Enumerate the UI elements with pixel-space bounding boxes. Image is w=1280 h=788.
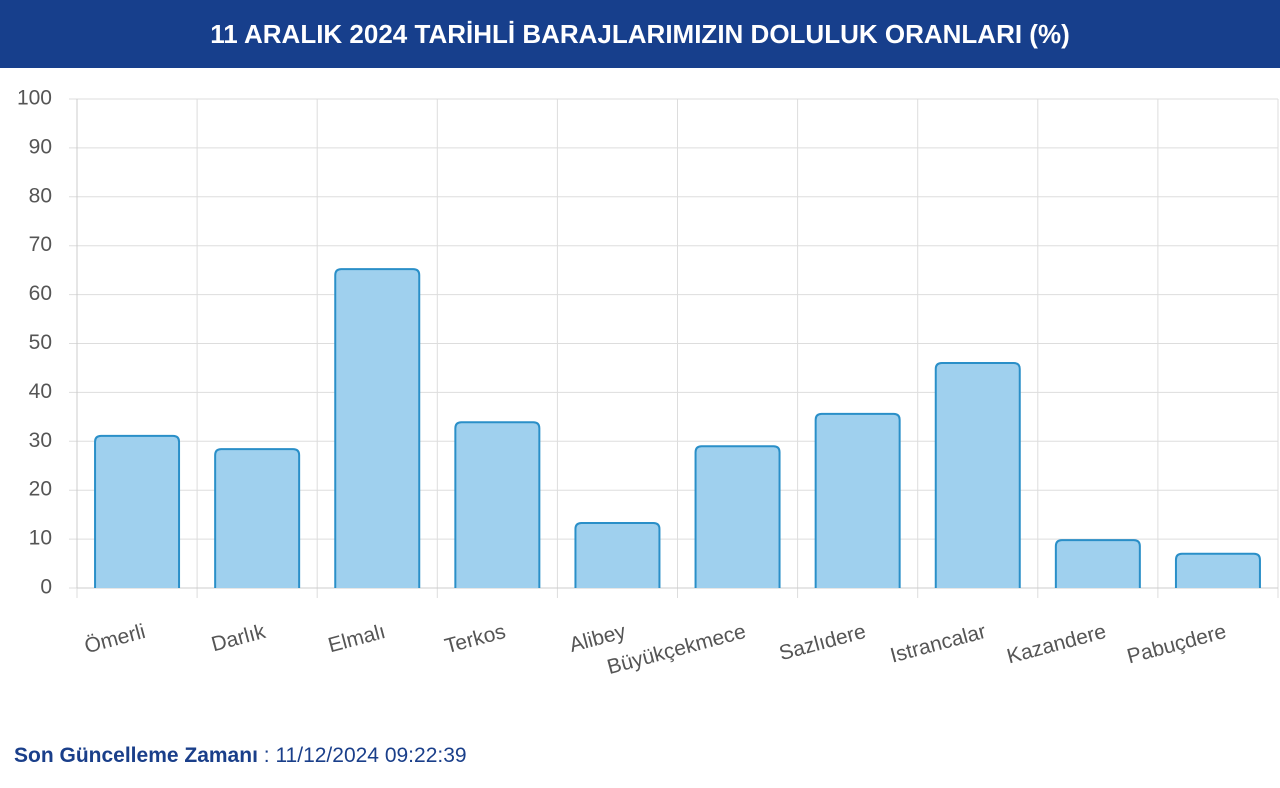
bar (694, 445, 781, 588)
bar (1054, 539, 1141, 588)
footer: Son Güncelleme Zamanı : 11/12/2024 09:22… (14, 744, 467, 768)
footer-separator: : (263, 744, 270, 767)
y-tick-label: 0 (40, 576, 52, 599)
chart-title: 11 ARALIK 2024 TARİHLİ BARAJLARIMIZIN DO… (0, 0, 1280, 68)
chart: 0 10 20 30 40 50 60 70 80 90 100 Ömerli Darlık Elmalı… (17, 87, 1279, 679)
y-tick-label: 70 (29, 233, 52, 256)
bar (814, 412, 901, 588)
y-tick-label: 40 (29, 380, 52, 403)
x-tick-label: Elmalı (326, 620, 388, 657)
x-tick-label: Istrancalar (888, 620, 989, 668)
bar (94, 434, 181, 588)
y-tick-label: 100 (17, 87, 52, 110)
x-tick-label: Kazandere (1005, 620, 1109, 669)
y-tick-label: 60 (29, 282, 52, 305)
y-tick-label: 30 (29, 429, 52, 452)
x-tick-label: Büyükçekmece (605, 620, 749, 679)
y-tick-label: 90 (29, 135, 52, 158)
bar (934, 362, 1021, 588)
y-tick-label: 10 (29, 527, 52, 550)
bar (214, 448, 301, 588)
x-tick-label: Terkos (442, 620, 508, 658)
bar (1174, 552, 1261, 588)
footer-value: 11/12/2024 09:22:39 (275, 744, 467, 767)
bar (454, 421, 541, 588)
x-tick-label: Alibey (567, 620, 629, 657)
y-tick-label: 80 (29, 184, 52, 207)
x-tick-label: Ömerli (82, 620, 148, 658)
y-tick-label: 20 (29, 478, 52, 501)
x-tick-label: Pabuçdere (1125, 620, 1229, 669)
x-tick-label: Sazlıdere (777, 620, 869, 665)
bar (574, 521, 661, 588)
bar (334, 268, 421, 588)
footer-label: Son Güncelleme Zamanı (14, 744, 258, 767)
y-tick-label: 50 (29, 331, 52, 354)
x-tick-label: Darlık (209, 620, 268, 657)
